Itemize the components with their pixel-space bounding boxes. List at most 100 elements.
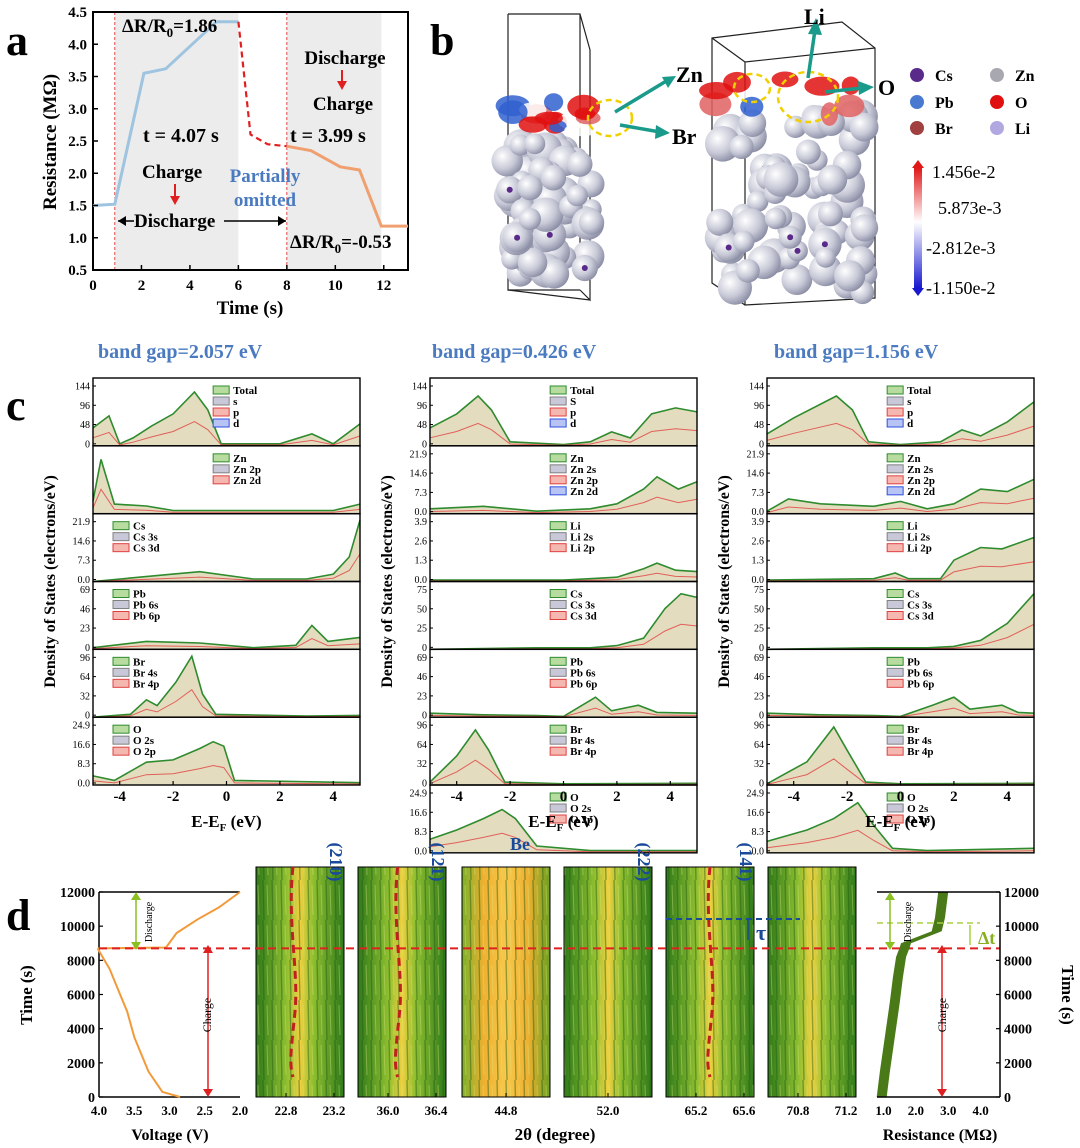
xrd-strip: 22.8 23.2 (210): [255, 843, 346, 1118]
dos-total-line: [766, 395, 1035, 446]
dos-total-line: [429, 592, 698, 651]
colorbar-label-max: 1.456e-2: [932, 162, 995, 182]
colorbar-label-2: 5.873e-3: [938, 198, 1001, 218]
legend-label: Zn 2p: [233, 464, 261, 476]
atom: [818, 201, 843, 227]
legend-swatch: [112, 532, 130, 542]
resistance-axis-label: Resistance (MΩ): [883, 1127, 998, 1144]
arrow-br: [619, 123, 661, 134]
crystal-structure-left: [491, 13, 634, 302]
y-tick-label: 23: [754, 691, 764, 702]
legend-dot-zn: [990, 68, 1004, 82]
y-tick-label: 16.6: [747, 808, 765, 819]
legend-label: s: [233, 396, 238, 408]
x-tick-label: 65.6: [733, 1103, 756, 1118]
legend-label: Li 2p: [570, 543, 595, 555]
atom: [763, 162, 799, 197]
legend-label: p: [907, 407, 913, 419]
y-tick-label: 32: [754, 759, 764, 770]
legend-swatch: [886, 667, 904, 677]
legend-swatch: [886, 475, 904, 485]
peak-trace: [393, 866, 402, 1078]
band-gap-3: band gap=1.156 eV: [774, 341, 939, 363]
legend-swatch: [112, 735, 130, 745]
y-tick-label: 14.6: [73, 536, 91, 547]
y-axis-label: Density of States (electrons/eV): [379, 475, 396, 688]
y-tick-label-right: 2000: [1004, 1057, 1032, 1072]
y-tick-label: 1.3: [415, 556, 428, 567]
y-tick-label: 0: [759, 779, 764, 790]
dos-fill: [430, 809, 697, 853]
legend-label: Br: [570, 724, 582, 736]
colorbar-arrow-up-icon: [912, 160, 924, 168]
legend-label: p: [233, 407, 239, 419]
ratio-top: ΔR/R0=1.86: [122, 16, 217, 40]
colorbar-gradient: [914, 168, 922, 288]
y-tick-label: 21.9: [73, 517, 91, 528]
atom: [738, 109, 767, 137]
y-tick-label: 0: [759, 439, 764, 450]
atom: [781, 264, 813, 295]
charge-density-lobe: [567, 94, 601, 119]
y-tick-label: 1.3: [752, 556, 765, 567]
x-tick-label: 2: [950, 789, 958, 805]
voltage-axis-label: Voltage (V): [131, 1127, 208, 1144]
y-tick-label: 4.0: [68, 37, 87, 53]
x-label-prefix: E-E: [865, 812, 893, 831]
legend-dot-o: [990, 95, 1004, 109]
series-charge: [92, 20, 239, 207]
dos-total-line: [429, 475, 698, 513]
legend-swatch: [212, 418, 230, 428]
legend-label: O 2p: [907, 814, 930, 826]
legend-swatch: [886, 814, 904, 824]
atom: [524, 133, 546, 155]
x-tick-label: 3.5: [126, 1103, 143, 1118]
legend-swatch: [212, 475, 230, 485]
x-tick-label: 4.0: [91, 1103, 107, 1118]
dos-total-line: [429, 394, 698, 446]
legend-swatch: [549, 803, 567, 813]
panel-d: d 0 2000 4000 6000 8000 10000 12000 4.0 3.5 3.0 2.…: [6, 834, 1077, 1144]
dos-orbital-line: [429, 832, 697, 853]
y-tick-label: 64: [417, 740, 427, 751]
tau-label: τ: [756, 920, 766, 945]
y-tick-label: 69: [417, 653, 427, 664]
legend-label: O 2p: [570, 814, 593, 826]
highlight-circle: [586, 98, 634, 138]
legend-swatch: [549, 792, 567, 802]
panel-label-b: b: [430, 16, 454, 65]
legend-swatch: [886, 543, 904, 553]
dos-total-line: [92, 740, 361, 784]
y-tick-label: 7.3: [415, 488, 428, 499]
atom: [729, 134, 754, 159]
y-tick-label: 0: [85, 439, 90, 450]
xrd-label: (141): [735, 843, 756, 882]
dos-orbital-line: [766, 497, 1035, 514]
x-tick-label: 44.8: [495, 1103, 518, 1118]
xrd-strip: 36.0 36.4 (121): [357, 843, 448, 1118]
charge-density-lobe: [699, 82, 734, 100]
legend-label: p: [570, 407, 576, 419]
y-tick-label: 0: [422, 439, 427, 450]
dos-fill: [430, 563, 697, 582]
y-tick-label: 0.0: [752, 507, 765, 518]
atom: [736, 258, 760, 283]
x-tick-label: -2: [504, 789, 517, 805]
y-tick-label: 2.5: [68, 134, 87, 150]
cs-atom: [794, 247, 801, 254]
x-tick-label: 4: [1004, 789, 1012, 805]
charge-density-lobe: [841, 76, 860, 95]
arrow-head-icon: [858, 81, 874, 95]
legend-label-br: Br: [935, 121, 953, 138]
time-left: t = 4.07 s: [143, 125, 219, 147]
legend-dot-cs: [910, 68, 924, 82]
x-tick-label: 0: [560, 789, 568, 805]
heatmap-texture: [666, 867, 754, 1097]
legend-label: Pb 6s: [907, 667, 933, 679]
y-tick-label-right: 6000: [1004, 989, 1032, 1004]
